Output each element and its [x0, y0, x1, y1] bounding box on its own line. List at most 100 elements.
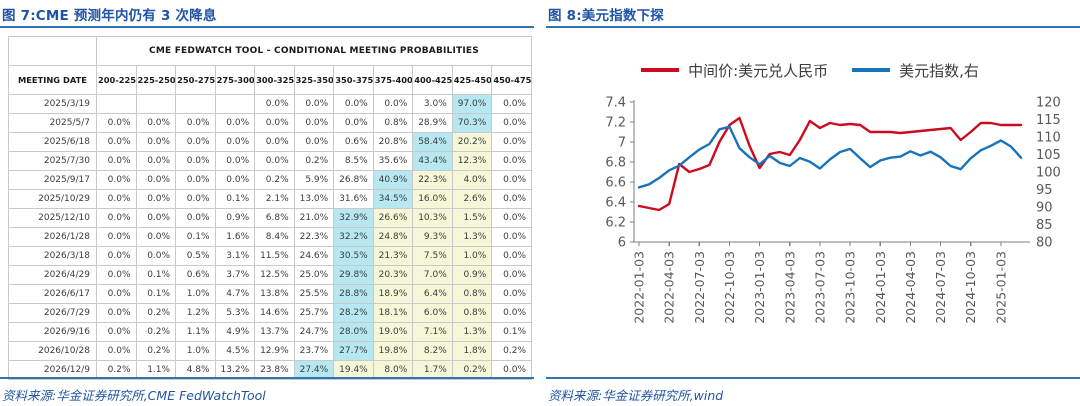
y-axis-label-left: 6.8 — [605, 156, 626, 171]
probability-cell: 21.0% — [293, 208, 335, 228]
meeting-date-cell: 2026/6/17 — [8, 284, 97, 304]
probability-cell — [135, 94, 177, 114]
probability-cell: 0.1% — [491, 322, 532, 342]
meeting-date-header: MEETING DATE — [8, 65, 97, 95]
probability-cell: 32.9% — [333, 208, 374, 228]
probability-cell: 14.6% — [254, 303, 295, 323]
probability-cell: 27.7% — [333, 341, 374, 361]
probability-cell: 27.4% — [293, 360, 335, 380]
probability-cell: 20.8% — [372, 132, 414, 152]
probability-cell: 24.7% — [293, 322, 335, 342]
probability-cell: 0.0% — [491, 151, 532, 171]
probability-cell: 0.0% — [491, 265, 532, 285]
probability-cell: 24.6% — [293, 246, 335, 266]
probability-cell: 0.0% — [254, 132, 295, 152]
rate-range-header: 375-400 — [372, 65, 414, 95]
probability-cell: 25.7% — [293, 303, 335, 323]
meeting-date-cell: 2025/5/7 — [8, 113, 97, 133]
probability-cell: 0.0% — [491, 208, 532, 228]
probability-cell: 1.5% — [451, 208, 493, 228]
rate-range-header: 425-450 — [451, 65, 493, 95]
y-axis-label-right: 90 — [1036, 201, 1053, 216]
x-axis-label: 2022-04-03 — [662, 251, 677, 324]
table-row: 2025/12/10 0.0% 0.0% 0.0% 0.9% 6.8% 21.0% 32.9%… — [8, 208, 532, 228]
y-axis-label-right: 100 — [1036, 166, 1061, 181]
figure7-source-rule — [0, 377, 534, 379]
meeting-date-cell: 2026/4/29 — [8, 265, 97, 285]
y-axis-label-right: 95 — [1036, 183, 1053, 198]
probability-cell: 0.9% — [451, 265, 493, 285]
probability-cell: 0.0% — [491, 132, 532, 152]
x-axis-label: 2024-10-03 — [963, 251, 978, 324]
probability-cell: 1.8% — [451, 341, 493, 361]
probability-cell: 3.0% — [412, 94, 453, 114]
y-axis-label-right: 80 — [1036, 236, 1053, 251]
probability-cell: 0.9% — [214, 208, 256, 228]
rate-range-header: 250-275 — [175, 65, 216, 95]
probability-cell: 12.9% — [254, 341, 295, 361]
table-row: 2026/4/29 0.0% 0.1% 0.6% 3.7% 12.5% 25.0% 29.8%… — [8, 265, 532, 285]
figure8-source-rule — [546, 377, 1080, 379]
probability-cell: 8.4% — [254, 227, 295, 247]
probability-cell: 26.8% — [333, 170, 374, 190]
meeting-date-cell: 2026/3/18 — [8, 246, 97, 266]
probability-cell: 0.0% — [491, 303, 532, 323]
probability-cell: 1.1% — [135, 360, 177, 380]
probability-cell: 13.0% — [293, 189, 335, 209]
probability-cell: 0.0% — [293, 113, 335, 133]
probability-cell: 24.8% — [372, 227, 414, 247]
probability-cell: 0.8% — [451, 284, 493, 304]
legend-item-usdcny: 中间价:美元兑人民币 — [641, 60, 828, 81]
probability-cell: 0.0% — [135, 132, 177, 152]
probability-cell: 0.0% — [491, 360, 532, 380]
probability-cell: 12.3% — [451, 151, 493, 171]
legend-label-dxy: 美元指数,右 — [899, 61, 979, 80]
probability-cell: 30.5% — [333, 246, 374, 266]
probability-cell: 0.2% — [135, 303, 177, 323]
y-axis-label-left: 6.4 — [605, 196, 626, 211]
y-axis-label-left: 6 — [618, 236, 626, 251]
chart-legend: 中间价:美元兑人民币 美元指数,右 — [540, 60, 1080, 80]
probability-cell: 4.0% — [451, 170, 493, 190]
probability-cell: 0.0% — [214, 170, 256, 190]
probability-cell: 16.0% — [412, 189, 453, 209]
probability-cell: 0.0% — [175, 113, 216, 133]
probability-cell: 1.3% — [451, 322, 493, 342]
probability-cell: 0.0% — [96, 189, 137, 209]
probability-cell: 6.4% — [412, 284, 453, 304]
probability-cell: 58.4% — [412, 132, 453, 152]
probability-cell: 7.1% — [412, 322, 453, 342]
probability-cell: 0.0% — [96, 284, 137, 304]
probability-cell: 9.3% — [412, 227, 453, 247]
probability-cell: 1.3% — [451, 227, 493, 247]
table-row: 2026/10/28 0.0% 0.2% 1.0% 4.5% 12.9% 23.7% 27.7… — [8, 341, 532, 361]
probability-cell: 0.1% — [135, 265, 177, 285]
probability-cell: 13.7% — [254, 322, 295, 342]
y-axis-label-left: 7 — [618, 136, 626, 151]
probability-cell: 29.8% — [333, 265, 374, 285]
probability-cell: 1.7% — [412, 360, 453, 380]
probability-cell: 0.0% — [175, 189, 216, 209]
meeting-date-cell: 2025/7/30 — [8, 151, 97, 171]
x-axis-label: 2023-04-03 — [782, 251, 797, 324]
table-row: 2025/10/29 0.0% 0.0% 0.0% 0.1% 2.1% 13.0% 31.6%… — [8, 189, 532, 209]
probability-cell: 0.0% — [254, 113, 295, 133]
probability-cell: 0.0% — [96, 132, 137, 152]
probability-cell: 6.8% — [254, 208, 295, 228]
probability-cell: 0.0% — [214, 132, 256, 152]
probability-cell: 5.3% — [214, 303, 256, 323]
figure8-title-rule — [546, 26, 1080, 28]
y-axis-label-right: 85 — [1036, 218, 1053, 233]
probability-cell: 0.8% — [372, 113, 414, 133]
probability-cell: 13.8% — [254, 284, 295, 304]
probability-cell: 22.3% — [293, 227, 335, 247]
probability-cell: 0.0% — [96, 208, 137, 228]
probability-cell: 2.1% — [254, 189, 295, 209]
probability-cell: 35.6% — [372, 151, 414, 171]
probability-cell: 0.0% — [96, 151, 137, 171]
probability-cell: 8.5% — [333, 151, 374, 171]
probability-cell: 0.2% — [491, 341, 532, 361]
probability-cell: 0.0% — [96, 227, 137, 247]
dual-axis-line-chart: 7.4 7.2 7 6.8 6.6 6.4 6.2 6 120 115 110 105 100 95 90 8… — [605, 96, 1061, 324]
probability-cell: 28.2% — [333, 303, 374, 323]
